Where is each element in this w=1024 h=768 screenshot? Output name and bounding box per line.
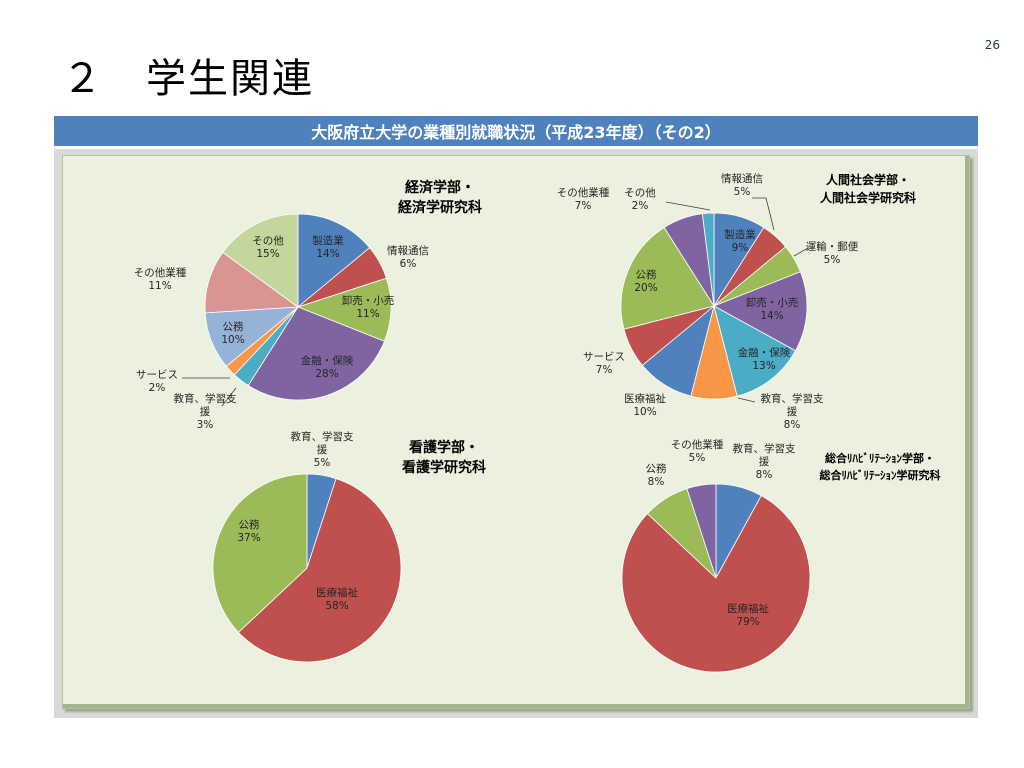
slice-value: 2% [632, 200, 649, 212]
slice-label: 公務 [646, 462, 667, 475]
chart-title: 経済学部・経済学研究科 [398, 179, 482, 216]
slice-label: その他業種 [134, 266, 187, 279]
slice-label: 医療福祉 [624, 392, 666, 405]
leader-line [737, 397, 756, 403]
chart-panel [62, 155, 970, 709]
slide-title: ２ 学生関連 [62, 56, 314, 102]
slice-value: 14% [760, 310, 783, 322]
slice-value: 5% [689, 452, 706, 464]
pie-slice [247, 306, 385, 401]
slice-value: 58% [325, 600, 348, 612]
slice-label: 情報通信 [721, 172, 763, 185]
slice-value: 6% [400, 258, 417, 270]
page-number: 26 [984, 38, 1000, 52]
slice-value: 13% [752, 360, 775, 372]
slice-label: 製造業 [312, 234, 344, 247]
slice-label: その他業種 [557, 186, 610, 199]
slice-label: 情報通信 [387, 244, 429, 257]
slice-value: 11% [148, 280, 171, 292]
chart-banner: 大阪府立大学の業種別就職状況（平成23年度）（その2） [54, 116, 978, 146]
slice-value: 5% [734, 186, 751, 198]
slice-label: 公務 [223, 320, 244, 333]
slice-label: その他業種 [671, 438, 724, 451]
slice-value: 5% [314, 457, 331, 469]
slice-value: 28% [315, 368, 338, 380]
slice-label: 金融・保険 [738, 346, 791, 359]
slice-value: 15% [256, 248, 279, 260]
slice-label: 医療福祉 [316, 586, 358, 599]
slice-label: サービス [583, 351, 625, 363]
pie-slice [222, 213, 299, 308]
slice-label: その他 [252, 234, 284, 247]
slice-value: 8% [784, 419, 801, 431]
pie-slice [621, 495, 811, 673]
slice-value: 10% [221, 334, 244, 346]
slice-value: 7% [575, 200, 592, 212]
pie-chart-2: 製造業9%情報通信5%運輸・郵便5%卸売・小売14%金融・保険13%教育、学習支… [557, 172, 916, 431]
slice-value: 14% [316, 248, 339, 260]
slice-value: 79% [736, 616, 759, 628]
slice-value: 2% [149, 382, 166, 394]
pie-slice [713, 271, 808, 352]
slice-value: 37% [237, 532, 260, 544]
slice-label: 金融・保険 [301, 354, 354, 367]
slice-value: 8% [648, 476, 665, 488]
slice-value: 11% [356, 308, 379, 320]
pie-slice [237, 478, 402, 663]
slice-value: 9% [732, 242, 749, 254]
pie-slice [713, 305, 797, 397]
slice-label: 教育、学習支援 [174, 392, 237, 418]
slice-label: サービス [136, 369, 178, 381]
slice-label: 医療福祉 [727, 602, 769, 615]
slice-value: 20% [634, 282, 657, 294]
slice-label: 公務 [239, 518, 260, 531]
chart-title: 人間社会学部・人間社会学研究科 [820, 172, 916, 205]
banner-title: 大阪府立大学の業種別就職状況（平成23年度）（その2） [311, 123, 721, 142]
chart-title: 看護学部・看護学研究科 [401, 439, 486, 476]
pie-slice [620, 226, 715, 330]
pie-slice [212, 473, 308, 633]
leader-line [665, 201, 711, 211]
pie-slice [297, 213, 371, 308]
slice-value: 8% [756, 469, 773, 481]
slice-label: 公務 [636, 268, 657, 281]
slice-value: 5% [824, 254, 841, 266]
slice-label: 製造業 [724, 228, 756, 241]
pie-slice [686, 483, 717, 579]
slice-value: 7% [596, 364, 613, 376]
slice-label: その他 [624, 186, 656, 199]
leader-line [793, 247, 809, 257]
slice-label: 教育、学習支援 [733, 442, 796, 468]
slice-label: 卸売・小売 [342, 294, 395, 307]
leader-line [221, 387, 237, 407]
pie-slice [701, 212, 715, 307]
slice-label: 教育、学習支援 [761, 392, 824, 418]
chart-title: 総合ﾘﾊﾋﾞﾘﾃｰｼｮﾝ学部・総合ﾘﾊﾋﾞﾘﾃｰｼｮﾝ学研究科 [820, 451, 941, 482]
slice-value: 3% [197, 419, 214, 431]
slice-label: 運輸・郵便 [806, 240, 859, 253]
slice-label: 教育、学習支援 [291, 430, 354, 456]
slice-value: 10% [633, 406, 656, 418]
slice-label: 卸売・小売 [746, 296, 799, 309]
leader-line [752, 197, 775, 231]
